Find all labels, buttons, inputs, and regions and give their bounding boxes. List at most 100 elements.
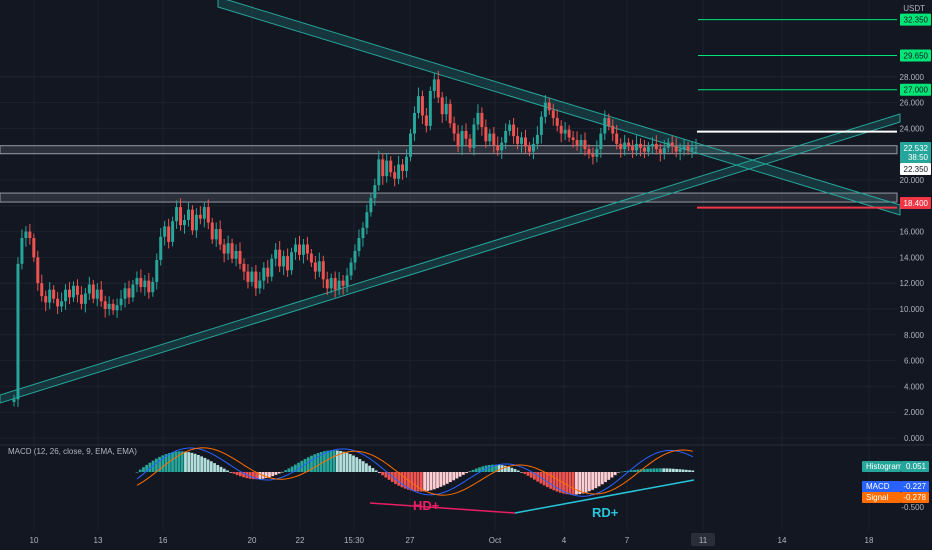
candle[interactable] bbox=[524, 129, 527, 154]
candle[interactable] bbox=[496, 136, 500, 156]
candle-body[interactable] bbox=[305, 244, 309, 254]
candle-body[interactable] bbox=[135, 278, 139, 285]
candle[interactable] bbox=[381, 153, 385, 185]
candle-body[interactable] bbox=[214, 229, 218, 240]
candle[interactable] bbox=[579, 134, 583, 154]
candle[interactable] bbox=[95, 283, 99, 307]
candle[interactable] bbox=[607, 113, 611, 131]
candle[interactable] bbox=[24, 226, 28, 247]
candle[interactable] bbox=[230, 238, 234, 264]
candle-body[interactable] bbox=[16, 263, 20, 400]
candle-body[interactable] bbox=[143, 280, 147, 288]
candle-body[interactable] bbox=[64, 289, 68, 302]
candle-body[interactable] bbox=[242, 263, 246, 272]
candle[interactable] bbox=[222, 238, 226, 263]
candle-body[interactable] bbox=[262, 267, 266, 281]
candle-body[interactable] bbox=[377, 159, 381, 186]
candle-body[interactable] bbox=[294, 244, 298, 253]
candle-body[interactable] bbox=[452, 123, 456, 134]
candle-body[interactable] bbox=[555, 118, 559, 126]
candle[interactable] bbox=[40, 274, 44, 302]
candle[interactable] bbox=[642, 140, 646, 159]
candle-body[interactable] bbox=[591, 154, 595, 157]
candle-body[interactable] bbox=[543, 102, 547, 117]
candle-body[interactable] bbox=[190, 209, 194, 231]
candle-body[interactable] bbox=[365, 212, 369, 228]
candle-body[interactable] bbox=[337, 280, 341, 290]
candle-body[interactable] bbox=[68, 289, 72, 298]
candle-body[interactable] bbox=[60, 301, 64, 307]
candle[interactable] bbox=[28, 223, 32, 245]
candle[interactable] bbox=[186, 202, 190, 227]
candle[interactable] bbox=[678, 143, 682, 161]
candle[interactable] bbox=[286, 248, 290, 277]
candle-body[interactable] bbox=[238, 250, 242, 264]
candle-body[interactable] bbox=[393, 172, 397, 179]
candle[interactable] bbox=[623, 134, 627, 156]
candle[interactable] bbox=[512, 117, 516, 144]
candle[interactable] bbox=[357, 229, 361, 257]
candle[interactable] bbox=[385, 153, 389, 183]
candle-body[interactable] bbox=[107, 303, 111, 309]
candle-body[interactable] bbox=[301, 244, 305, 255]
candle[interactable] bbox=[448, 99, 452, 128]
candle-body[interactable] bbox=[48, 289, 52, 303]
candle-body[interactable] bbox=[254, 271, 258, 289]
candle-body[interactable] bbox=[246, 271, 250, 282]
candle[interactable] bbox=[591, 147, 595, 165]
candle[interactable] bbox=[635, 135, 639, 156]
candle[interactable] bbox=[488, 129, 492, 146]
candles-layer[interactable] bbox=[12, 70, 698, 407]
candle[interactable] bbox=[405, 149, 409, 178]
candle-body[interactable] bbox=[202, 207, 206, 219]
candle-body[interactable] bbox=[690, 147, 694, 151]
candle[interactable] bbox=[575, 131, 579, 151]
candle-body[interactable] bbox=[638, 143, 642, 148]
candle[interactable] bbox=[468, 134, 472, 153]
candle-body[interactable] bbox=[401, 164, 405, 171]
candle-body[interactable] bbox=[79, 294, 83, 304]
candle[interactable] bbox=[539, 111, 543, 144]
candle-body[interactable] bbox=[405, 156, 409, 171]
candle[interactable] bbox=[32, 233, 36, 262]
candle[interactable] bbox=[87, 276, 91, 301]
candle[interactable] bbox=[305, 236, 309, 261]
candle-body[interactable] bbox=[341, 280, 345, 286]
candle[interactable] bbox=[571, 130, 575, 148]
candle[interactable] bbox=[516, 127, 520, 150]
candle-body[interactable] bbox=[516, 136, 520, 144]
candle[interactable] bbox=[686, 141, 690, 155]
candle[interactable] bbox=[401, 158, 405, 180]
candle-body[interactable] bbox=[539, 116, 543, 135]
candle-body[interactable] bbox=[103, 301, 107, 309]
candle-body[interactable] bbox=[456, 133, 460, 147]
candle[interactable] bbox=[674, 137, 678, 158]
candle[interactable] bbox=[91, 279, 95, 304]
candle-body[interactable] bbox=[444, 103, 448, 115]
macd-pane[interactable] bbox=[135, 447, 695, 514]
candle[interactable] bbox=[297, 235, 301, 261]
candle-body[interactable] bbox=[694, 147, 698, 149]
candle-body[interactable] bbox=[686, 146, 690, 151]
candle-body[interactable] bbox=[24, 231, 28, 239]
candle[interactable] bbox=[254, 265, 258, 296]
candle-body[interactable] bbox=[87, 284, 91, 294]
candle[interactable] bbox=[143, 275, 147, 296]
candle[interactable] bbox=[504, 123, 508, 150]
candle-body[interactable] bbox=[28, 231, 32, 239]
candle-body[interactable] bbox=[635, 143, 639, 151]
candle[interactable] bbox=[464, 123, 468, 146]
candle[interactable] bbox=[262, 262, 266, 290]
candle-body[interactable] bbox=[226, 243, 230, 254]
candle-body[interactable] bbox=[127, 288, 131, 298]
candle-body[interactable] bbox=[139, 278, 143, 288]
candle[interactable] bbox=[210, 218, 214, 244]
candle[interactable] bbox=[587, 144, 591, 159]
candle[interactable] bbox=[456, 124, 460, 153]
candle[interactable] bbox=[147, 273, 151, 299]
candle-body[interactable] bbox=[428, 90, 432, 126]
candle[interactable] bbox=[179, 198, 183, 231]
candle-body[interactable] bbox=[389, 160, 393, 173]
candle-body[interactable] bbox=[321, 261, 325, 280]
candle-body[interactable] bbox=[179, 207, 183, 226]
